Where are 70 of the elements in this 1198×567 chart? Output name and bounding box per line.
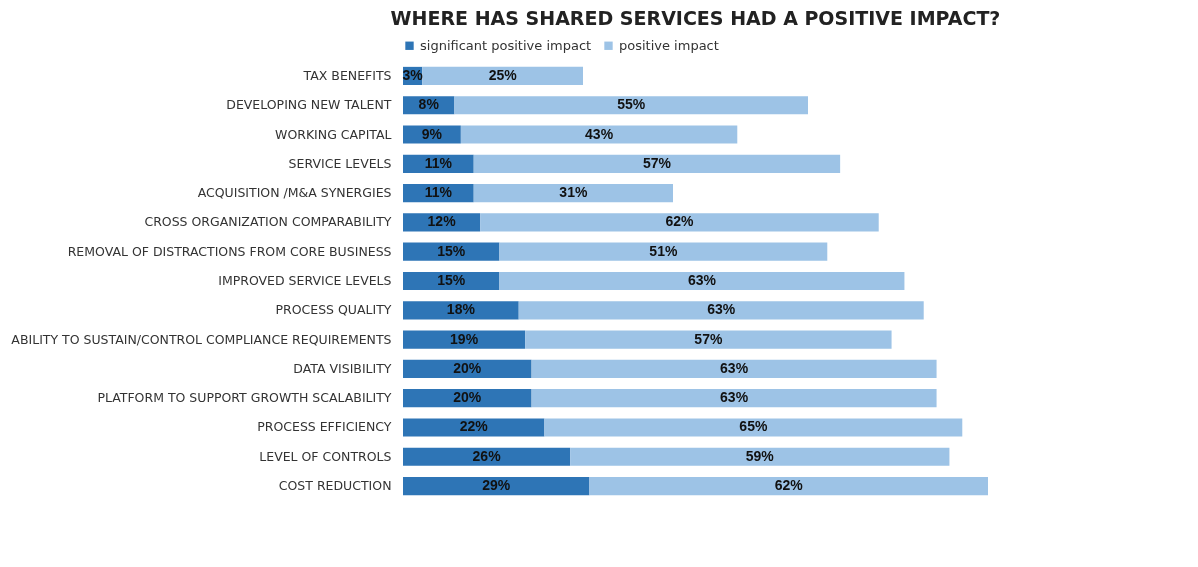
y-tick-label: PLATFORM TO SUPPORT GROWTH SCALABILITY <box>97 390 392 406</box>
bar <box>403 418 545 437</box>
bar <box>403 359 532 378</box>
y-tick-label: ABILITY TO SUSTAIN/CONTROL COMPLIANCE REQUIREMENTS <box>11 331 392 347</box>
y-tick-label: DEVELOPING NEW TALENT <box>226 97 392 113</box>
bar <box>403 447 571 466</box>
bar <box>403 389 532 408</box>
legend-label: positive impact <box>619 37 719 53</box>
bar <box>570 447 950 466</box>
data-label: 19% <box>450 330 479 347</box>
data-label: 57% <box>694 330 723 347</box>
data-label: 65% <box>739 418 768 435</box>
y-tick-label: LEVEL OF CONTROLS <box>259 448 392 464</box>
data-label: 55% <box>617 96 646 113</box>
data-label: 15% <box>437 242 466 259</box>
data-label: 9% <box>421 125 443 142</box>
bar <box>480 213 879 232</box>
legend-label: significant positive impact <box>420 37 592 53</box>
bar <box>473 184 673 203</box>
y-tick-label: CROSS ORGANIZATION COMPARABILITY <box>144 214 392 230</box>
y-tick-label: SERVICE LEVELS <box>288 155 392 171</box>
data-label: 11% <box>424 154 453 171</box>
y-tick-label: PROCESS EFFICIENCY <box>257 419 392 435</box>
data-label: 15% <box>437 272 466 288</box>
y-tick-label: TAX BENEFITS <box>302 67 392 83</box>
data-label: 18% <box>446 301 476 318</box>
data-label: 29% <box>482 477 511 494</box>
data-label: 8% <box>418 96 440 113</box>
data-label: 63% <box>687 272 717 288</box>
data-label: 25% <box>488 66 518 83</box>
data-label: 51% <box>649 242 678 259</box>
bar <box>403 476 590 496</box>
bar <box>460 125 738 144</box>
bar <box>531 359 937 378</box>
bar <box>589 476 988 496</box>
bar <box>403 125 461 144</box>
data-label: 43% <box>585 125 614 142</box>
y-tick-label: PROCESS QUALITY <box>275 302 392 318</box>
bar <box>544 418 963 437</box>
bar <box>422 66 583 86</box>
data-label: 62% <box>665 213 694 230</box>
y-tick-label: IMPROVED SERVICE LEVELS <box>218 273 392 288</box>
bar <box>403 330 526 349</box>
chart-title: WHERE HAS SHARED SERVICES HAD A POSITIVE IMPACT? <box>390 7 1001 29</box>
y-tick-label: DATA VISIBILITY <box>293 360 392 376</box>
y-tick-label: WORKING CAPITAL <box>275 126 392 142</box>
data-label: 20% <box>453 359 482 376</box>
data-label: 63% <box>720 359 749 376</box>
bar <box>525 330 892 349</box>
data-label: 22% <box>459 418 489 435</box>
data-label: 63% <box>707 301 736 318</box>
bar <box>531 389 937 408</box>
data-label: 26% <box>472 447 502 464</box>
bar <box>518 301 924 320</box>
data-label: 59% <box>745 447 775 464</box>
bar <box>454 96 808 115</box>
data-label: 31% <box>559 184 588 201</box>
y-tick-label: COST REDUCTION <box>278 478 392 494</box>
bar <box>499 271 905 291</box>
data-label: 62% <box>774 477 804 494</box>
data-label: 20% <box>453 389 482 406</box>
y-tick-label: REMOVAL OF DISTRACTIONS FROM CORE BUSINESS <box>67 243 392 259</box>
bar <box>473 154 841 173</box>
data-label: 12% <box>427 213 457 230</box>
data-label: 63% <box>720 389 749 406</box>
bar <box>499 242 828 261</box>
y-tick-label: ACQUISITION /M&A SYNERGIES <box>197 185 392 201</box>
bar <box>403 301 519 320</box>
data-label: 11% <box>424 184 453 201</box>
data-label: 57% <box>642 154 672 171</box>
